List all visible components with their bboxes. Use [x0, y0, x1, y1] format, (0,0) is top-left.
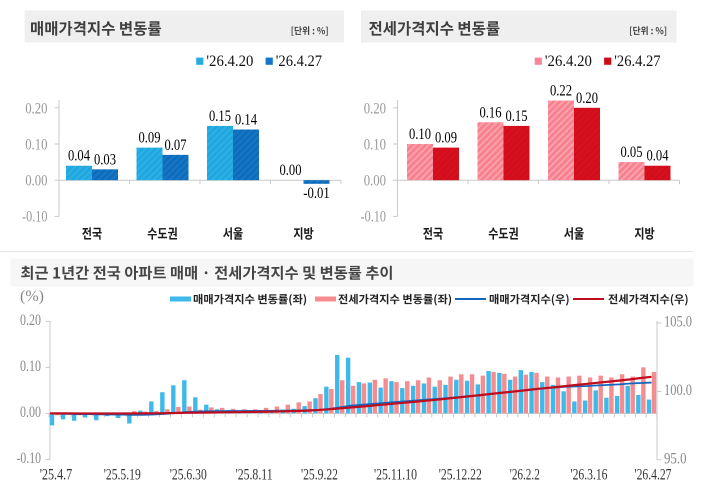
svg-text:(%): (%) — [20, 288, 44, 305]
svg-text:0.09: 0.09 — [139, 130, 161, 147]
svg-text:0.00: 0.00 — [280, 162, 302, 179]
svg-text:95.0: 95.0 — [664, 450, 687, 467]
svg-text:105.0: 105.0 — [664, 314, 692, 331]
svg-text:0.15: 0.15 — [506, 108, 528, 125]
svg-text:0.20: 0.20 — [25, 101, 47, 118]
svg-text:0.07: 0.07 — [165, 137, 187, 154]
svg-text:'25.6.30: '25.6.30 — [170, 467, 207, 484]
svg-text:0.10: 0.10 — [409, 126, 431, 143]
svg-text:'26.4.27: '26.4.27 — [635, 467, 672, 484]
svg-text:'25.12.22: '25.12.22 — [439, 467, 482, 484]
svg-text:0.20: 0.20 — [20, 312, 41, 329]
svg-text:'25.8.11: '25.8.11 — [236, 467, 273, 484]
svg-text:100.0: 100.0 — [664, 382, 692, 399]
svg-text:'26.3.16: '26.3.16 — [571, 467, 608, 484]
svg-text:'26.4.20: '26.4.20 — [545, 53, 592, 70]
svg-text:0.20: 0.20 — [364, 101, 386, 118]
svg-text:'26.4.27: '26.4.27 — [614, 53, 660, 70]
svg-text:-0.10: -0.10 — [22, 209, 48, 226]
svg-text:0.05: 0.05 — [621, 144, 643, 161]
svg-text:0.00: 0.00 — [25, 173, 47, 190]
svg-text:0.04: 0.04 — [68, 148, 90, 165]
svg-text:'25.11.10: '25.11.10 — [374, 467, 417, 484]
svg-text:0.10: 0.10 — [20, 358, 41, 375]
svg-text:'25.4.7: '25.4.7 — [40, 467, 73, 484]
svg-text:-0.10: -0.10 — [361, 209, 387, 226]
svg-text:-0.10: -0.10 — [17, 450, 42, 467]
svg-text:0.10: 0.10 — [364, 137, 386, 154]
svg-text:0.04: 0.04 — [647, 148, 669, 165]
svg-text:0.15: 0.15 — [209, 108, 231, 125]
svg-text:0.22: 0.22 — [550, 83, 572, 100]
svg-text:0.09: 0.09 — [435, 130, 457, 147]
svg-text:-0.01: -0.01 — [303, 185, 330, 202]
svg-text:0.14: 0.14 — [235, 112, 257, 129]
svg-text:'25.5.19: '25.5.19 — [104, 467, 141, 484]
svg-text:0.16: 0.16 — [480, 104, 502, 121]
svg-text:0.03: 0.03 — [94, 151, 116, 168]
svg-text:0.00: 0.00 — [364, 173, 386, 190]
svg-text:'26.4.27: '26.4.27 — [276, 53, 322, 70]
svg-text:0.10: 0.10 — [25, 137, 47, 154]
svg-text:'26.4.20: '26.4.20 — [206, 53, 253, 70]
svg-text:0.00: 0.00 — [20, 404, 41, 421]
svg-text:'26.2.2: '26.2.2 — [510, 467, 540, 484]
svg-text:'25.9.22: '25.9.22 — [301, 467, 338, 484]
svg-text:0.20: 0.20 — [576, 90, 598, 107]
